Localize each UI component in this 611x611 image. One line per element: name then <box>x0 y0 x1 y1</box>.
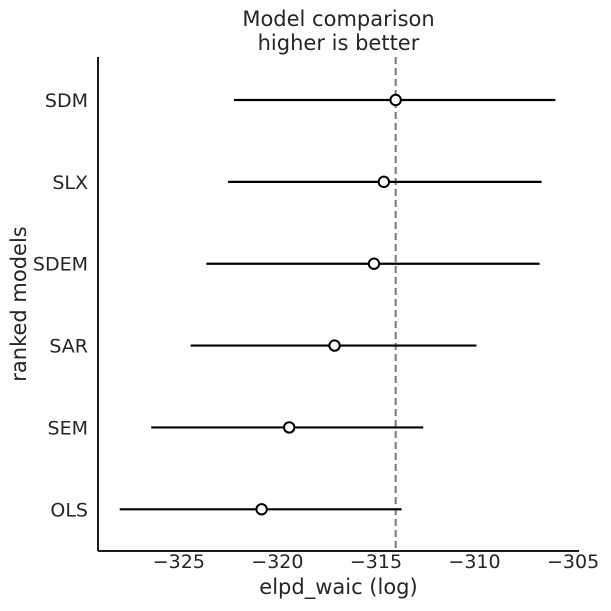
y-tick-label-SDEM: SDEM <box>33 254 88 276</box>
x-axis-label: elpd_waic (log) <box>259 575 418 599</box>
y-tick-label-OLS: OLS <box>50 499 88 521</box>
elpd-marker-SLX <box>377 175 391 189</box>
x-tick-label: −320 <box>251 551 303 573</box>
chart-title: Model comparison higher is better <box>98 7 579 55</box>
y-tick-label-SDM: SDM <box>45 90 88 112</box>
x-tick-label: −310 <box>448 551 500 573</box>
x-tick-label: −315 <box>350 551 402 573</box>
elpd-marker-OLS <box>255 503 268 516</box>
chart-title-line2: higher is better <box>257 31 420 55</box>
y-tick-label-SLX: SLX <box>52 172 88 194</box>
y-tick-label-SAR: SAR <box>49 336 88 358</box>
y-axis-label: ranked models <box>7 226 31 382</box>
chart-title-line1: Model comparison <box>242 7 435 31</box>
elpd-marker-SDEM <box>367 257 381 270</box>
elpd-marker-SAR <box>328 339 341 352</box>
x-tick-label: −305 <box>547 551 599 573</box>
elpd-marker-SDM <box>389 93 402 107</box>
elpd-marker-SEM <box>283 421 296 434</box>
x-tick-label: −325 <box>153 551 205 573</box>
y-tick-label-SEM: SEM <box>48 417 88 439</box>
